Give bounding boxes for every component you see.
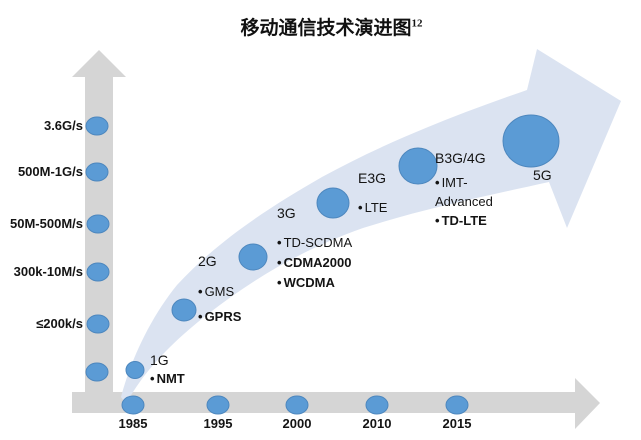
x-axis-dot bbox=[445, 395, 469, 415]
y-axis-dot bbox=[86, 262, 110, 282]
x-axis-dot bbox=[365, 395, 389, 415]
generation-label: 1G bbox=[150, 352, 169, 368]
bubble-b3g-4g bbox=[398, 147, 438, 185]
generation-label: B3G/4G bbox=[435, 150, 486, 166]
bubble-2g bbox=[171, 298, 197, 322]
bubble-5g bbox=[502, 114, 560, 168]
technology-item-wrap: Advanced bbox=[435, 194, 493, 209]
generation-label: E3G bbox=[358, 170, 387, 186]
x-axis-dot bbox=[285, 395, 309, 415]
generation-block-5g: 5G bbox=[533, 167, 552, 183]
technology-item: NMT bbox=[150, 370, 185, 388]
technology-item: TD-SCDMA bbox=[277, 233, 353, 253]
y-axis-label: ≤200k/s bbox=[36, 316, 83, 331]
y-axis-dot bbox=[85, 116, 109, 136]
technology-item: TD-LTE bbox=[435, 211, 493, 230]
bubble-e3g bbox=[316, 187, 350, 219]
generation-label: 3G bbox=[277, 205, 296, 221]
generation-block-e3g: E3G LTE bbox=[358, 170, 387, 218]
chart-title: 移动通信技术演进图12 bbox=[0, 13, 641, 40]
y-axis-label: 50M-500M/s bbox=[10, 216, 83, 231]
bubble-3g bbox=[238, 243, 268, 271]
generation-block-b3g-4g: B3G/4G IMT- Advanced TD-LTE bbox=[435, 150, 493, 230]
generation-block-1g: 1G NMT bbox=[150, 352, 185, 388]
y-axis-dot bbox=[85, 162, 109, 182]
technology-item: LTE bbox=[358, 198, 388, 218]
x-axis-tick-label: 1995 bbox=[203, 416, 233, 431]
x-axis-dot bbox=[121, 395, 145, 415]
chart-title-superscript: 12 bbox=[411, 17, 423, 30]
y-axis-dot bbox=[85, 362, 109, 382]
technology-item: GPRS bbox=[198, 304, 242, 329]
y-axis-label: 300k-10M/s bbox=[13, 264, 83, 279]
x-axis-tick-label: 2010 bbox=[362, 416, 392, 431]
generation-block-3g: 3G TD-SCDMA CDMA2000 WCDMA bbox=[277, 205, 352, 293]
evolution-band-arrow bbox=[121, 49, 621, 404]
technology-item: CDMA2000 bbox=[277, 253, 352, 273]
x-axis-tick-label: 2015 bbox=[442, 416, 472, 431]
y-axis-label: 3.6G/s bbox=[43, 118, 83, 133]
technology-item: WCDMA bbox=[277, 273, 352, 293]
x-axis-dot bbox=[206, 395, 230, 415]
generation-label: 2G bbox=[198, 253, 217, 269]
technology-item: IMT- bbox=[435, 173, 493, 192]
generation-label: 5G bbox=[533, 167, 552, 183]
bubble-1g bbox=[125, 361, 145, 379]
y-axis-dot bbox=[86, 314, 110, 334]
x-axis-tick-label: 2000 bbox=[282, 416, 312, 431]
y-axis-label: 500M-1G/s bbox=[17, 164, 83, 179]
technology-item: GMS bbox=[198, 279, 241, 304]
generation-block-2g: 2G GMS GPRS bbox=[198, 253, 241, 329]
x-axis-tick-label: 1985 bbox=[118, 416, 148, 431]
chart-title-text: 移动通信技术演进图 bbox=[240, 18, 412, 39]
y-axis-dot bbox=[86, 214, 110, 234]
